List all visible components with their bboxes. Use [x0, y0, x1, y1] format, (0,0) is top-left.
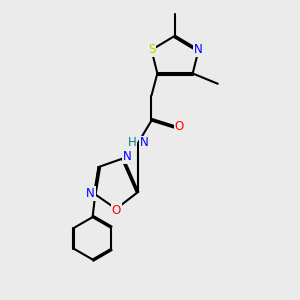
Text: H: H — [128, 136, 137, 149]
Text: O: O — [112, 204, 121, 217]
Text: N: N — [86, 187, 95, 200]
Text: O: O — [175, 120, 184, 133]
Text: N: N — [123, 150, 131, 163]
Text: N: N — [194, 44, 203, 56]
Text: S: S — [148, 44, 155, 56]
Text: N: N — [140, 136, 148, 149]
